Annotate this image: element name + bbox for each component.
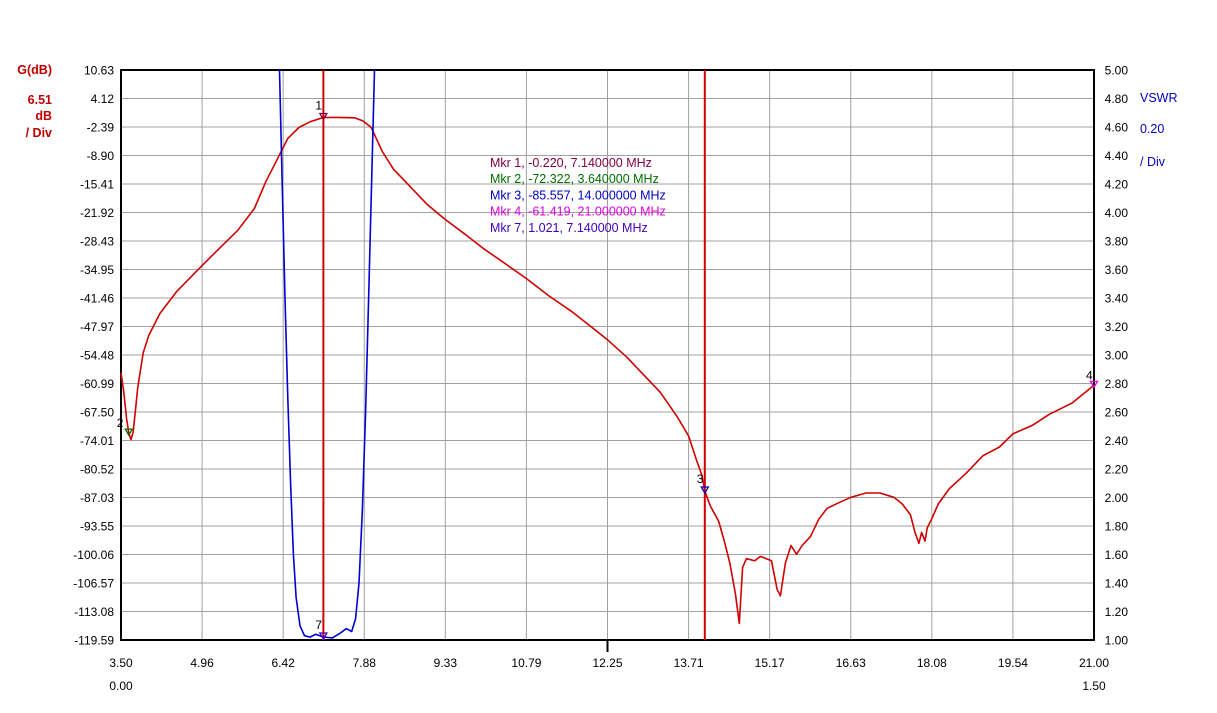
x-tick-label: 7.88 (353, 656, 377, 670)
x-tick-label: 4.96 (190, 656, 214, 670)
x-tick-label: 16.63 (836, 656, 866, 670)
left-tick-label: -80.52 (80, 463, 114, 477)
left-tick-label: -74.01 (80, 434, 114, 448)
right-tick-label: 4.60 (1105, 121, 1129, 135)
left-axis-scale-value: 6.51 (28, 93, 52, 107)
right-tick-label: 3.20 (1105, 320, 1129, 334)
marker-2-triangle (124, 428, 134, 437)
right-tick-label: 1.40 (1105, 577, 1129, 591)
right-tick-label: 4.40 (1105, 149, 1129, 163)
marker-7-label: 7 (315, 618, 322, 632)
marker-1-triangle (318, 112, 329, 121)
right-tick-label: 4.20 (1105, 178, 1129, 192)
x-sub-label-right: 1.50 (1082, 679, 1106, 693)
right-tick-label: 5.00 (1105, 64, 1129, 78)
right-tick-label: 1.60 (1105, 548, 1129, 562)
left-tick-label: -106.57 (73, 577, 114, 591)
marker-2-label: 2 (117, 416, 124, 430)
right-axis-scale-value: 0.20 (1140, 122, 1164, 136)
right-tick-label: 4.00 (1105, 206, 1129, 220)
right-tick-label: 2.80 (1105, 377, 1129, 391)
left-axis-scale-unit: dB (35, 109, 52, 123)
left-tick-label: -28.43 (80, 235, 114, 249)
x-tick-label: 18.08 (917, 656, 947, 670)
left-tick-label: -113.08 (74, 605, 114, 619)
left-tick-label: -67.50 (80, 406, 114, 420)
right-tick-label: 3.80 (1105, 235, 1129, 249)
left-axis-scale-div: / Div (26, 126, 52, 140)
right-tick-label: 1.00 (1105, 634, 1129, 648)
marker-1-label: 1 (315, 98, 322, 112)
left-tick-label: -47.97 (80, 320, 114, 334)
left-tick-label: -93.55 (80, 520, 114, 534)
right-tick-label: 2.40 (1105, 434, 1129, 448)
left-tick-label: -41.46 (80, 292, 114, 306)
left-tick-label: 10.63 (84, 64, 114, 78)
marker-4-triangle (1089, 380, 1099, 389)
right-tick-label: 1.20 (1105, 605, 1129, 619)
left-tick-label: -34.95 (80, 263, 114, 277)
right-tick-label: 3.40 (1105, 292, 1129, 306)
left-tick-label: 4.12 (91, 92, 115, 106)
marker-legend-entry: Mkr 4, -61.419, 21.000000 MHz (490, 205, 666, 219)
marker-legend-entry: Mkr 1, -0.220, 7.140000 MHz (490, 156, 652, 170)
right-tick-label: 2.00 (1105, 491, 1129, 505)
right-axis-title: VSWR (1140, 91, 1178, 105)
left-tick-label: -2.39 (87, 121, 115, 135)
marker-legend-entry: Mkr 3, -85.557, 14.000000 MHz (490, 188, 666, 202)
x-tick-label: 19.54 (998, 656, 1028, 670)
x-tick-label: 10.79 (511, 656, 541, 670)
left-axis-title: G(dB) (17, 63, 52, 77)
x-tick-label: 6.42 (271, 656, 295, 670)
left-tick-label: -15.41 (80, 178, 114, 192)
vswr-series-line (278, 69, 376, 639)
marker-7-triangle (318, 632, 329, 641)
x-tick-label: 21.00 (1079, 656, 1109, 670)
right-axis-scale-div: / Div (1140, 155, 1166, 169)
left-tick-label: -119.59 (74, 634, 114, 648)
x-tick-label: 15.17 (755, 656, 785, 670)
right-tick-label: 2.60 (1105, 406, 1129, 420)
left-tick-label: -60.99 (80, 377, 114, 391)
left-tick-label: -54.48 (80, 349, 114, 363)
right-tick-label: 1.80 (1105, 520, 1129, 534)
right-tick-label: 3.00 (1105, 349, 1129, 363)
marker-3-triangle (700, 486, 710, 495)
right-tick-label: 3.60 (1105, 263, 1129, 277)
x-tick-label: 3.50 (109, 656, 133, 670)
left-tick-label: -100.06 (73, 548, 114, 562)
x-sub-label-left: 0.00 (109, 679, 133, 693)
marker-legend-entry: Mkr 7, 1.021, 7.140000 MHz (490, 221, 648, 235)
marker-4-label: 4 (1086, 368, 1093, 382)
left-tick-label: -21.92 (80, 206, 114, 220)
left-tick-label: -87.03 (80, 491, 114, 505)
x-tick-label: 12.25 (592, 656, 622, 670)
x-tick-label: 13.71 (674, 656, 704, 670)
gain-series-line (120, 116, 1095, 625)
x-tick-label: 9.33 (434, 656, 458, 670)
marker-3-label: 3 (697, 472, 704, 486)
right-tick-label: 2.20 (1105, 463, 1129, 477)
marker-legend-entry: Mkr 2, -72.322, 3.640000 MHz (490, 172, 659, 186)
right-tick-label: 4.80 (1105, 92, 1129, 106)
left-tick-label: -8.90 (87, 149, 115, 163)
